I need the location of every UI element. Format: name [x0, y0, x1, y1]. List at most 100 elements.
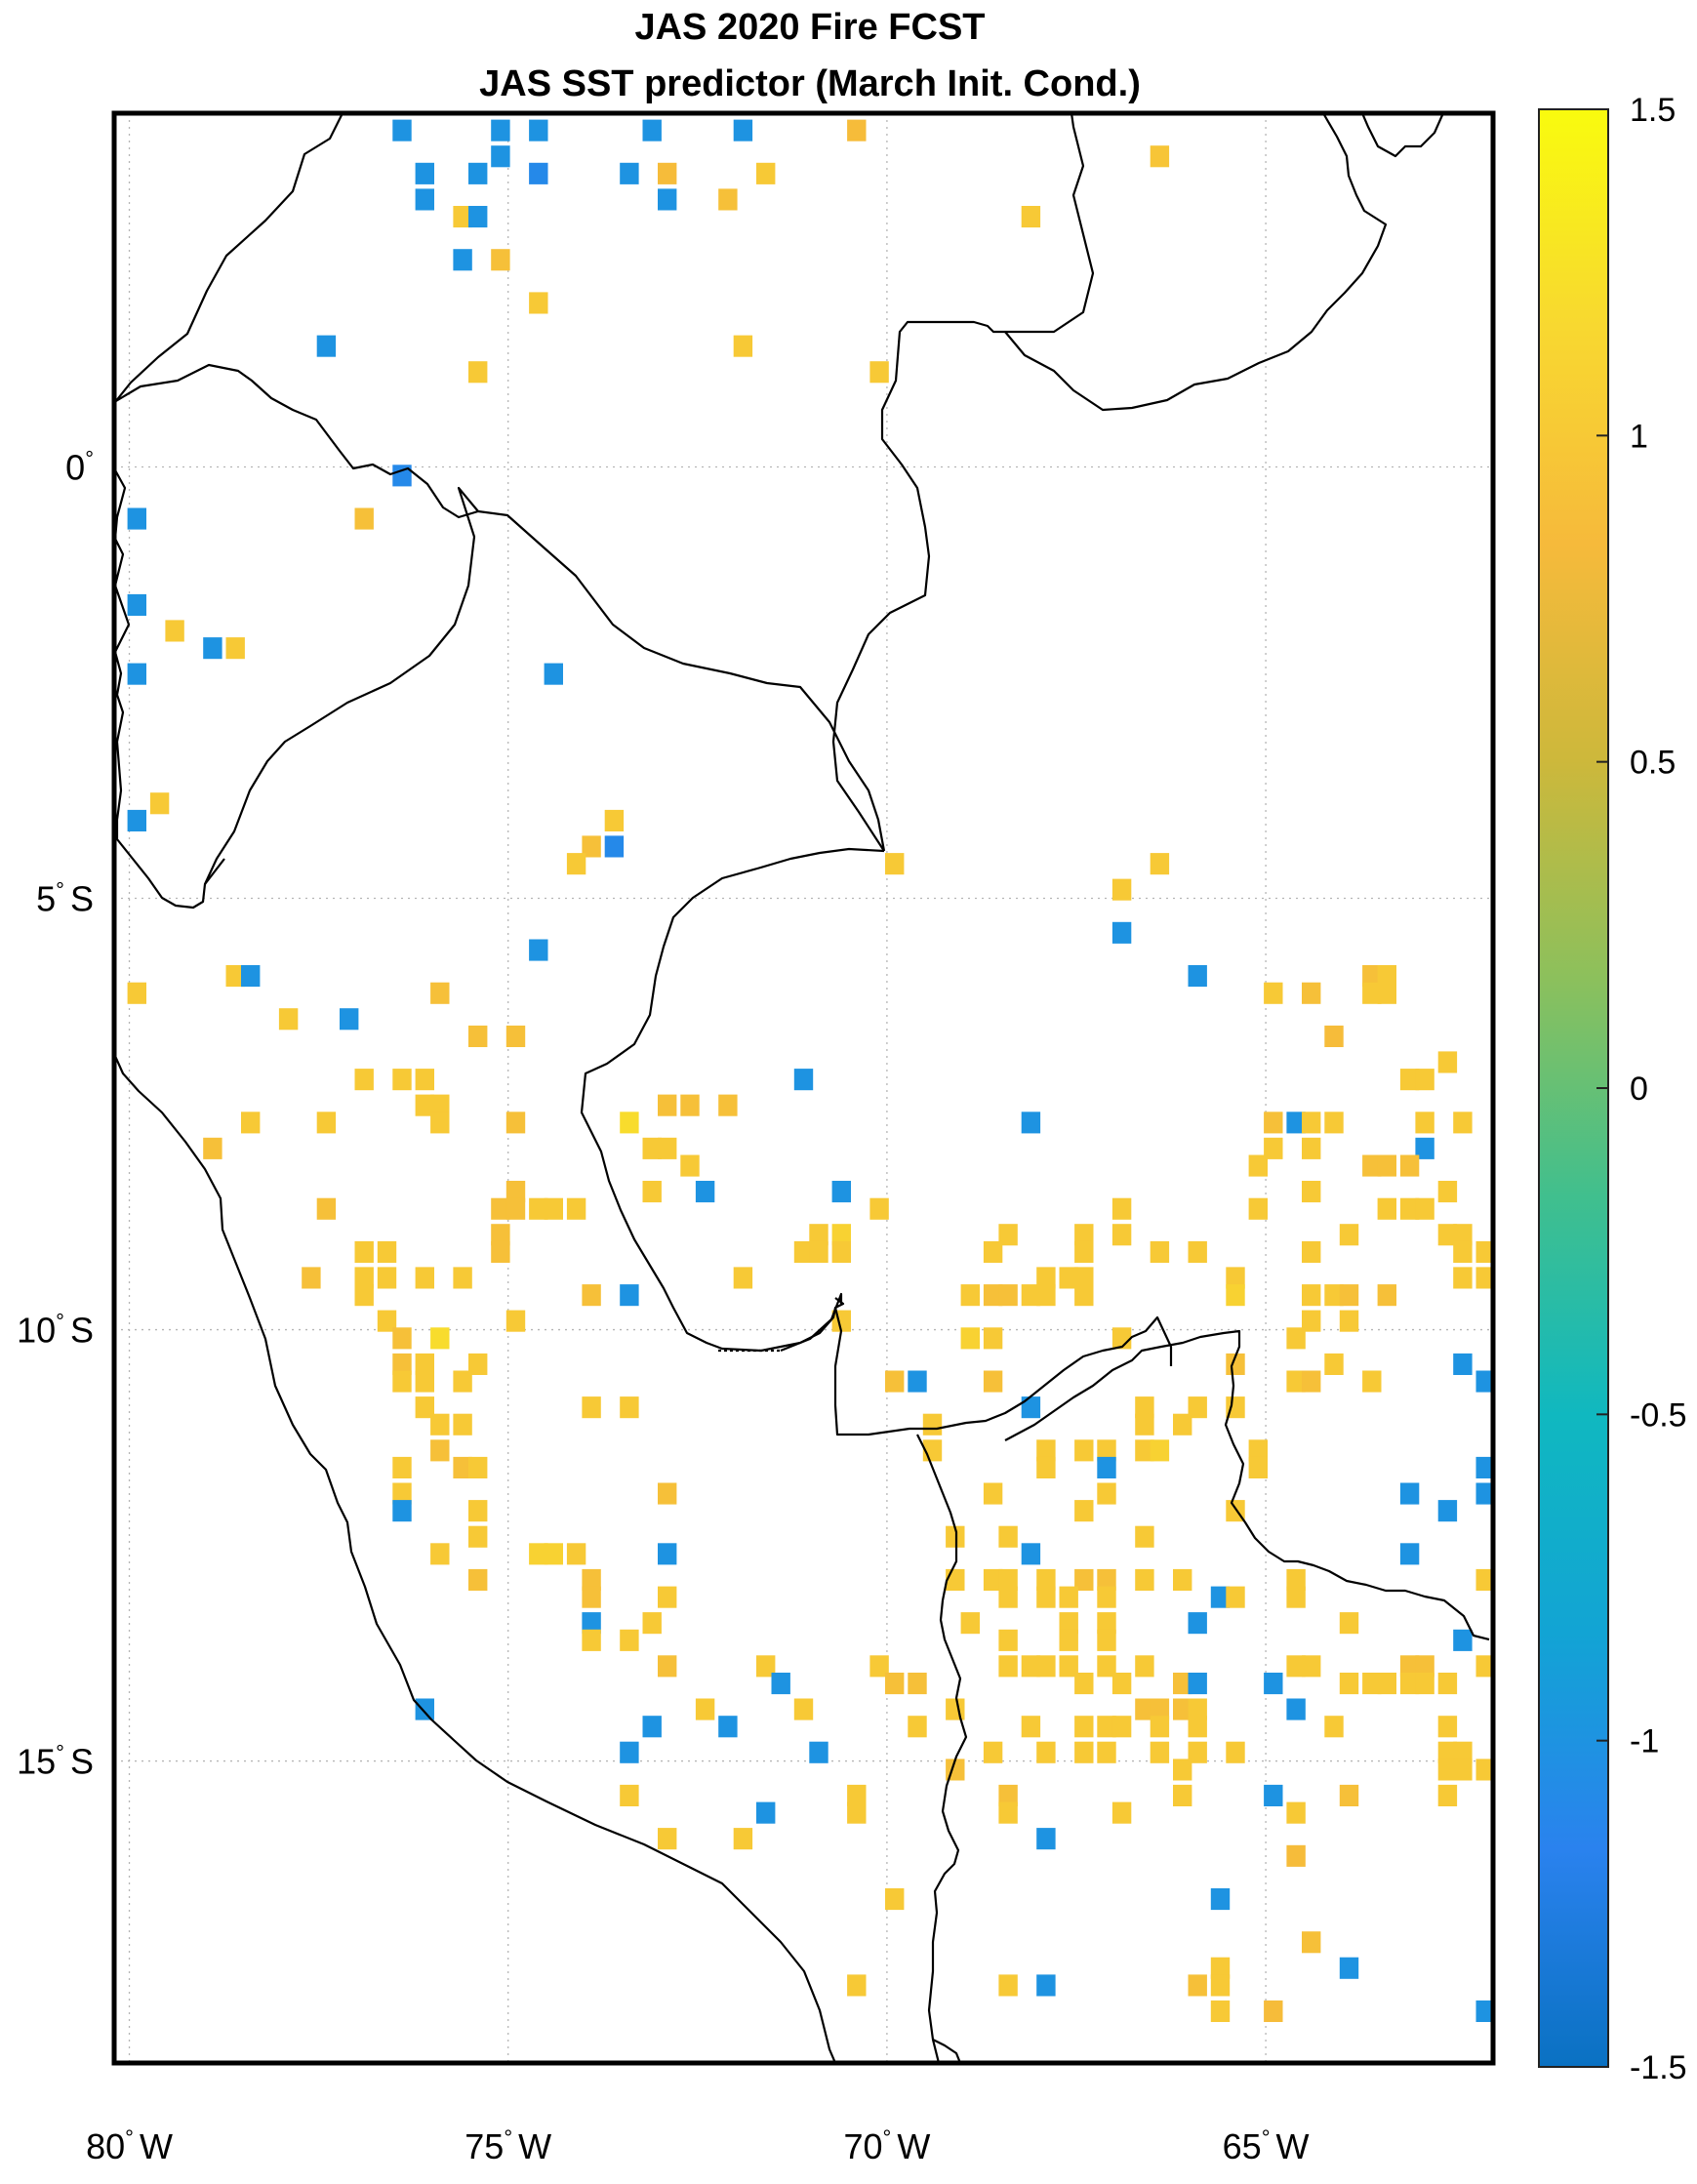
forecast-cell — [1150, 1439, 1170, 1462]
forecast-cell — [1210, 2000, 1231, 2022]
forecast-cell — [847, 119, 867, 142]
forecast-cell — [1074, 1240, 1094, 1263]
forecast-cell — [756, 162, 776, 184]
forecast-cell — [1437, 1784, 1458, 1806]
forecast-cell — [1097, 1439, 1116, 1462]
forecast-cell — [529, 939, 548, 961]
forecast-cell — [733, 335, 753, 357]
forecast-cell — [1324, 1112, 1344, 1134]
colorbar-tick-label: 0.5 — [1630, 745, 1676, 782]
forecast-cell — [885, 1370, 905, 1393]
forecast-cell — [491, 249, 510, 271]
forecast-cell — [869, 361, 889, 384]
forecast-cell — [529, 1197, 548, 1220]
forecast-cell — [718, 1094, 738, 1116]
ecuador-coast — [114, 467, 225, 910]
forecast-cell — [1150, 145, 1170, 168]
forecast-cell — [998, 1974, 1018, 1997]
forecast-cell — [998, 1224, 1018, 1246]
forecast-cell — [642, 1137, 662, 1159]
forecast-cell — [354, 1240, 374, 1263]
forecast-cell — [1286, 1801, 1306, 1824]
forecast-cell — [453, 1370, 472, 1393]
forecast-cell — [415, 1069, 434, 1091]
forecast-cell — [1074, 1267, 1094, 1289]
colombia-venezuela-border — [1005, 113, 1095, 334]
forecast-cell — [1437, 1741, 1458, 1763]
forecast-cell — [1173, 1698, 1192, 1720]
forecast-cell — [1399, 1482, 1420, 1505]
colorbar-tick-label: 0 — [1630, 1071, 1648, 1108]
forecast-cell — [505, 1025, 526, 1047]
forecast-cell — [1135, 1525, 1154, 1548]
forecast-cell — [983, 1370, 1003, 1393]
forecast-cell — [1150, 1698, 1170, 1720]
forecast-cell — [392, 1327, 412, 1350]
forecast-cell — [203, 637, 222, 660]
forecast-cell — [1135, 1396, 1154, 1419]
forecast-cell — [302, 1267, 321, 1289]
forecast-cell — [1399, 1154, 1420, 1177]
forecast-cell — [127, 593, 146, 616]
forecast-cell — [1475, 2000, 1493, 2022]
forecast-cell — [1188, 1240, 1207, 1263]
forecast-cell — [468, 1353, 488, 1375]
forecast-cell — [354, 1267, 374, 1289]
forecast-cell — [1188, 1673, 1207, 1695]
forecast-cell — [946, 1568, 965, 1591]
forecast-cell — [1173, 1413, 1192, 1436]
forecast-cell — [1226, 1586, 1245, 1608]
forecast-cell — [1036, 1828, 1056, 1850]
forecast-cell — [847, 1801, 867, 1824]
forecast-cell — [582, 1284, 601, 1307]
forecast-cell — [1150, 1741, 1170, 1763]
forecast-cell — [1339, 1957, 1359, 1979]
forecast-cell — [241, 1112, 261, 1134]
forecast-cell — [491, 1240, 510, 1263]
forecast-cell — [1036, 1456, 1056, 1478]
forecast-cell — [1097, 1655, 1116, 1678]
forecast-cell — [1074, 1673, 1094, 1695]
forecast-cell — [960, 1327, 980, 1350]
forecast-cell — [1111, 1673, 1132, 1695]
forecast-cell — [831, 1240, 851, 1263]
forecast-cell — [1264, 1784, 1283, 1806]
forecast-cell — [1074, 1716, 1094, 1738]
forecast-cell — [756, 1655, 776, 1678]
forecast-cell — [1210, 1974, 1231, 1997]
forecast-cell — [1021, 1716, 1041, 1738]
forecast-cell — [1475, 1240, 1493, 1263]
forecast-cell — [1188, 1396, 1207, 1419]
forecast-cell — [1453, 1353, 1473, 1375]
forecast-cell — [1302, 1181, 1321, 1203]
forecast-cell — [491, 119, 510, 142]
forecast-cell — [809, 1240, 828, 1263]
forecast-cell — [505, 1181, 526, 1203]
forecast-cell — [1264, 1137, 1283, 1159]
forecast-cell — [1453, 1267, 1473, 1289]
forecast-cell — [1150, 1716, 1170, 1738]
forecast-cell — [1475, 1267, 1493, 1289]
forecast-cell — [733, 1828, 753, 1850]
forecast-cell — [453, 249, 472, 271]
forecast-cell — [377, 1267, 397, 1289]
x-axis-ticks: 80° W 75° W 70° W 65° W — [86, 2125, 1309, 2166]
forecast-cell — [1302, 1284, 1321, 1307]
forecast-cell — [1210, 1586, 1231, 1608]
forecast-cell — [415, 162, 434, 184]
forecast-cell — [468, 1525, 488, 1548]
forecast-cell — [392, 1069, 412, 1091]
forecast-cell — [1021, 1112, 1041, 1134]
forecast-cell — [415, 188, 434, 211]
forecast-cell — [415, 1267, 434, 1289]
peru-coast — [114, 1053, 837, 2063]
forecast-cell — [620, 1629, 639, 1651]
forecast-cell — [1453, 1629, 1473, 1651]
forecast-cell — [430, 1543, 450, 1565]
forecast-cell — [415, 1094, 434, 1116]
forecast-cell — [946, 1698, 965, 1720]
forecast-cell — [1339, 1224, 1359, 1246]
forecast-cell — [998, 1568, 1018, 1591]
forecast-cell — [1021, 1396, 1041, 1419]
forecast-cell — [604, 809, 625, 831]
